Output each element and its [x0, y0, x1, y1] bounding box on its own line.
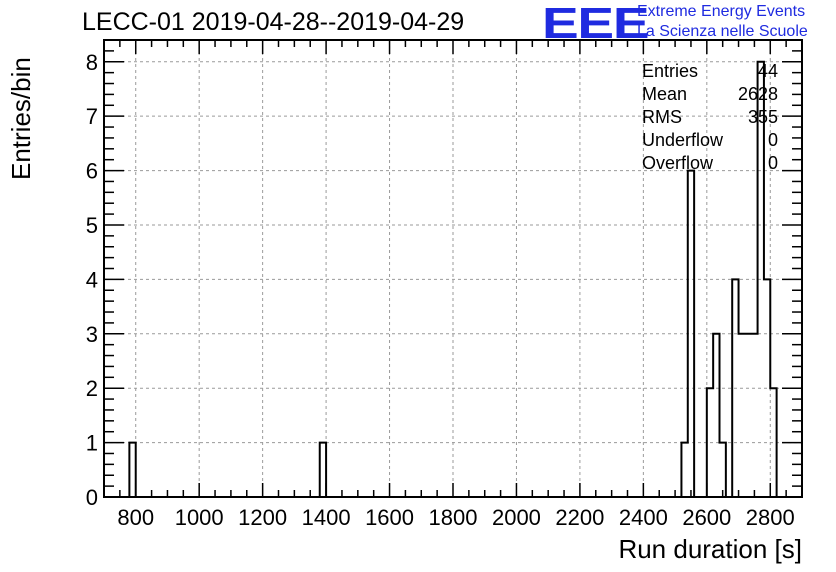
stats-row-rms: RMS 355: [642, 106, 778, 129]
histogram-bin: [751, 334, 757, 497]
x-tick-label: 2600: [682, 505, 731, 530]
histogram-bin: [745, 334, 751, 497]
y-tick-label: 6: [86, 159, 98, 184]
x-tick-label: 800: [117, 505, 154, 530]
x-tick-label: 1000: [175, 505, 224, 530]
y-tick-label: 1: [86, 431, 98, 456]
y-tick-label: 5: [86, 213, 98, 238]
histogram-outline: [128, 60, 778, 497]
stats-value: 0: [767, 153, 778, 173]
stats-label: Overflow: [642, 153, 714, 173]
y-tick-label: 3: [86, 322, 98, 347]
x-tick-label: 1200: [238, 505, 287, 530]
stats-value: 0: [767, 130, 778, 150]
stats-row-mean: Mean 2628: [642, 83, 778, 106]
y-tick-label: 0: [86, 485, 98, 510]
eee-logo-mark: EEE: [542, 0, 650, 48]
y-tick-label: 8: [86, 50, 98, 75]
x-tick-label: 1800: [429, 505, 478, 530]
y-tick-label: 2: [86, 376, 98, 401]
stats-label: Mean: [642, 84, 688, 104]
eee-logo-text: Extreme Energy Events La Scienza nelle S…: [637, 2, 808, 42]
stats-label: Entries: [642, 61, 699, 81]
stats-label: Underflow: [642, 130, 724, 150]
stats-row-entries: Entries 44: [642, 60, 778, 83]
stats-value: 2628: [737, 84, 778, 104]
histogram-bin: [739, 334, 745, 497]
x-tick-label: 1400: [302, 505, 351, 530]
x-axis-label: Run duration [s]: [618, 534, 802, 564]
x-tick-label: 2400: [619, 505, 668, 530]
x-tick-label: 2800: [746, 505, 795, 530]
stats-label: RMS: [642, 107, 682, 127]
x-tick-label: 2200: [555, 505, 604, 530]
y-tick-label: 4: [86, 267, 98, 292]
stats-row-overflow: Overflow 0: [642, 152, 778, 175]
x-tick-label: 1600: [365, 505, 414, 530]
stats-value: 44: [757, 61, 778, 81]
x-tick-label: 2000: [492, 505, 541, 530]
logo-line-1: Extreme Energy Events: [637, 3, 806, 20]
stats-value: 355: [747, 107, 778, 127]
stats-row-underflow: Underflow 0: [642, 129, 778, 152]
chart-title: LECC-01 2019-04-28--2019-04-29: [82, 8, 465, 36]
y-axis-label: Entries/bin: [6, 57, 36, 180]
stats-box: Entries 44 Mean 2628 RMS 355 Underflow 0…: [642, 60, 778, 175]
y-tick-label: 7: [86, 104, 98, 129]
logo-line-2: La Scienza nelle Scuole: [637, 23, 808, 40]
